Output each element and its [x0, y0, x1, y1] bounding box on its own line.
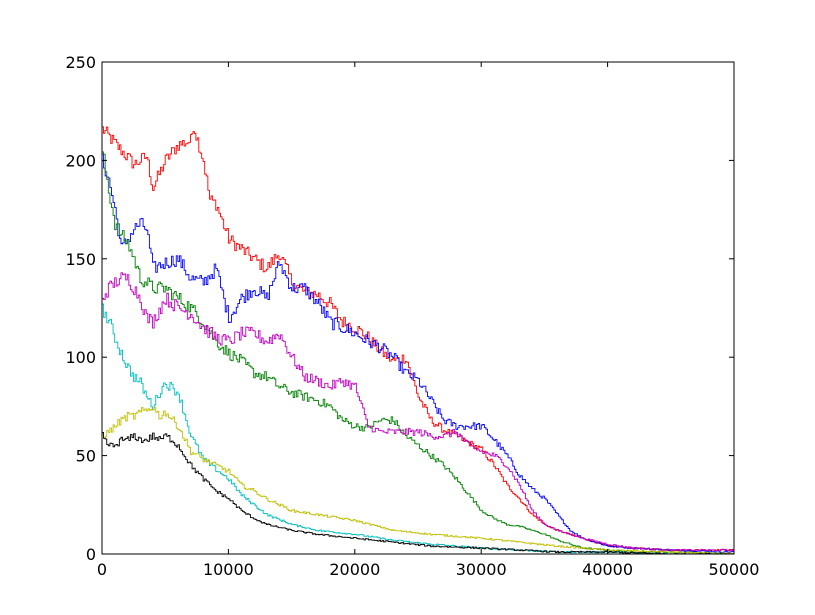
- x-tick-label: 20000: [329, 560, 380, 579]
- plot-frame: [101, 61, 735, 555]
- y-tick-label: 150: [65, 250, 96, 269]
- x-tick-label: 0: [97, 560, 107, 579]
- series-line-6: [102, 406, 735, 555]
- series-line-4: [102, 272, 735, 552]
- x-tick-label: 30000: [456, 560, 507, 579]
- y-tick-label: 0: [86, 545, 96, 564]
- y-tick-label: 50: [76, 447, 96, 466]
- y-axis: 0 50 100 150 200 250: [65, 53, 734, 564]
- x-tick-label: 10000: [203, 560, 254, 579]
- x-axis: 0 10000 20000 30000 40000 50000: [97, 62, 760, 579]
- series-line-7: [102, 432, 734, 555]
- series-lines: [102, 126, 735, 555]
- x-tick-label: 50000: [709, 560, 760, 579]
- y-tick-label: 250: [65, 53, 96, 72]
- y-tick-label: 200: [65, 151, 96, 170]
- x-tick-label: 40000: [582, 560, 633, 579]
- y-tick-label: 100: [65, 348, 96, 367]
